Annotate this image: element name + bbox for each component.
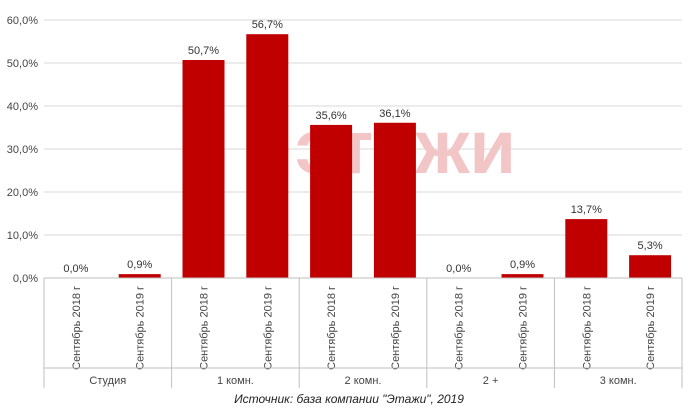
x-category-label: Сентябрь 2018 г bbox=[454, 286, 466, 370]
y-tick-label: 10,0% bbox=[7, 230, 38, 242]
bar bbox=[246, 34, 289, 278]
bar-value-label: 50,7% bbox=[188, 45, 219, 57]
bar bbox=[118, 274, 161, 278]
x-category-label: Сентябрь 2018 г bbox=[199, 286, 211, 370]
data-labels: 0,0% 0,9% 50,7% 56,7% 35,6% 36,1% 0,0% 0,9% 13,7… bbox=[63, 19, 662, 275]
x-category-label: Сентябрь 2019 г bbox=[135, 286, 147, 370]
x-category-label: Сентябрь 2018 г bbox=[71, 286, 83, 370]
x-category-label: Сентябрь 2018 г bbox=[326, 286, 338, 370]
bar bbox=[501, 274, 544, 278]
y-tick-label: 20,0% bbox=[7, 187, 38, 199]
bars bbox=[118, 34, 672, 279]
bar bbox=[373, 122, 416, 279]
x-group-label: 2 + bbox=[483, 375, 499, 387]
y-tick-label: 0,0% bbox=[13, 273, 38, 285]
bar bbox=[565, 219, 608, 278]
y-tick-label: 40,0% bbox=[7, 101, 38, 113]
y-tick-label: 30,0% bbox=[7, 144, 38, 156]
bar-value-label: 0,0% bbox=[446, 263, 471, 275]
x-category-label: Сентябрь 2019 г bbox=[645, 286, 657, 370]
source-caption: Источник: база компании "Этажи", 2019 bbox=[234, 392, 464, 406]
x-category-label: Сентябрь 2019 г bbox=[518, 286, 530, 370]
x-category-label: Сентябрь 2019 г bbox=[262, 286, 274, 370]
bar-value-label: 13,7% bbox=[571, 204, 602, 216]
y-tick-label: 60,0% bbox=[7, 15, 38, 27]
bar bbox=[182, 59, 225, 278]
bar-value-label: 36,1% bbox=[379, 108, 410, 120]
x-category-label: Сентябрь 2018 г bbox=[581, 286, 593, 370]
x-group-label: 2 комн. bbox=[345, 375, 382, 387]
bar-value-label: 0,9% bbox=[127, 259, 152, 271]
bar bbox=[629, 255, 672, 278]
bar bbox=[310, 124, 353, 278]
bar-value-label: 0,0% bbox=[63, 263, 88, 275]
bar-value-label: 56,7% bbox=[252, 19, 283, 31]
y-tick-label: 50,0% bbox=[7, 58, 38, 70]
x-axis: 0,0% 10,0% 20,0% 30,0% 40,0% 50,0% 60,0% Сентяб… bbox=[7, 15, 683, 388]
x-group-label: 1 комн. bbox=[217, 375, 254, 387]
x-group-label: 3 комн. bbox=[600, 375, 637, 387]
bar-value-label: 5,3% bbox=[638, 240, 663, 252]
bar-value-label: 35,6% bbox=[315, 110, 346, 122]
x-group-label: Студия bbox=[89, 375, 126, 387]
x-category-label: Сентябрь 2019 г bbox=[390, 286, 402, 370]
bar-value-label: 0,9% bbox=[510, 259, 535, 271]
gridlines bbox=[44, 19, 682, 279]
